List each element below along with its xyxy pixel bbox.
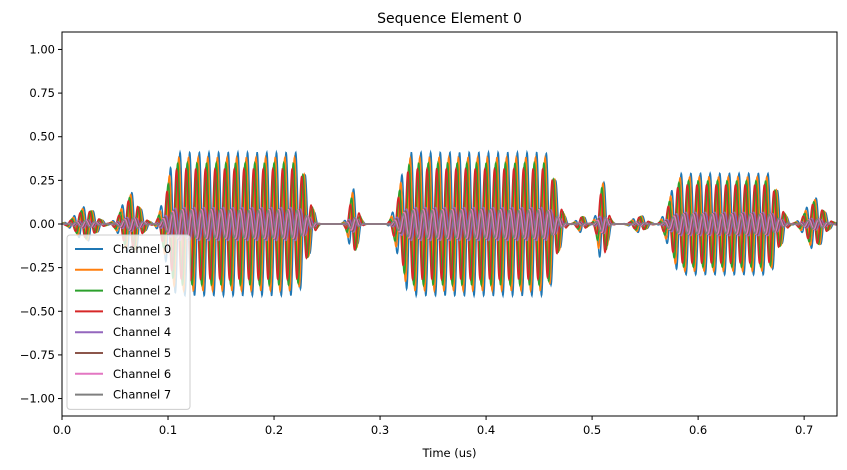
y-tick-label: −1.00 [20,392,55,406]
legend-entry: Channel 1 [113,263,171,277]
y-tick-label: 1.00 [29,42,55,56]
y-tick-label: 0.00 [29,217,55,231]
y-axis: 1.00 0.75 0.50 0.25 0.00 −0.25 −0.50 −0.75 −1.00 [20,42,62,406]
legend-entry: Channel 4 [113,325,171,339]
y-tick-label: 0.75 [29,86,55,100]
x-tick-label: 0.1 [159,423,177,437]
x-tick-label: 0.4 [477,423,495,437]
legend-entry: Channel 5 [113,346,171,360]
y-tick-label: 0.25 [29,173,55,187]
legend-entry: Channel 0 [113,242,171,256]
x-tick-label: 0.6 [689,423,707,437]
x-tick-label: 0.0 [53,423,71,437]
y-tick-label: −0.50 [20,304,55,318]
y-tick-label: 0.50 [29,130,55,144]
y-tick-label: −0.25 [20,261,55,275]
series-line-channel-4 [62,206,837,242]
legend: Channel 0 Channel 1 Channel 2 Channel 3 Chan… [66,234,191,410]
series-layer [62,149,837,299]
x-axis-label: Time (us) [421,446,476,460]
legend-entry: Channel 7 [113,388,171,402]
x-axis: 0.0 0.1 0.2 0.3 0.4 0.5 0.6 0.7 [53,416,813,437]
x-tick-label: 0.2 [265,423,283,437]
legend-entry: Channel 6 [113,367,171,381]
legend-entry: Channel 3 [113,304,171,318]
x-tick-label: 0.7 [795,423,813,437]
legend-entry: Channel 2 [113,284,171,298]
series-line-channel-7 [62,209,837,239]
x-tick-label: 0.3 [371,423,389,437]
series-line-channel-3 [62,166,837,282]
chart-title: Sequence Element 0 [377,11,522,27]
x-tick-label: 0.5 [583,423,601,437]
y-tick-label: −0.75 [20,348,55,362]
legend-box [66,234,191,410]
